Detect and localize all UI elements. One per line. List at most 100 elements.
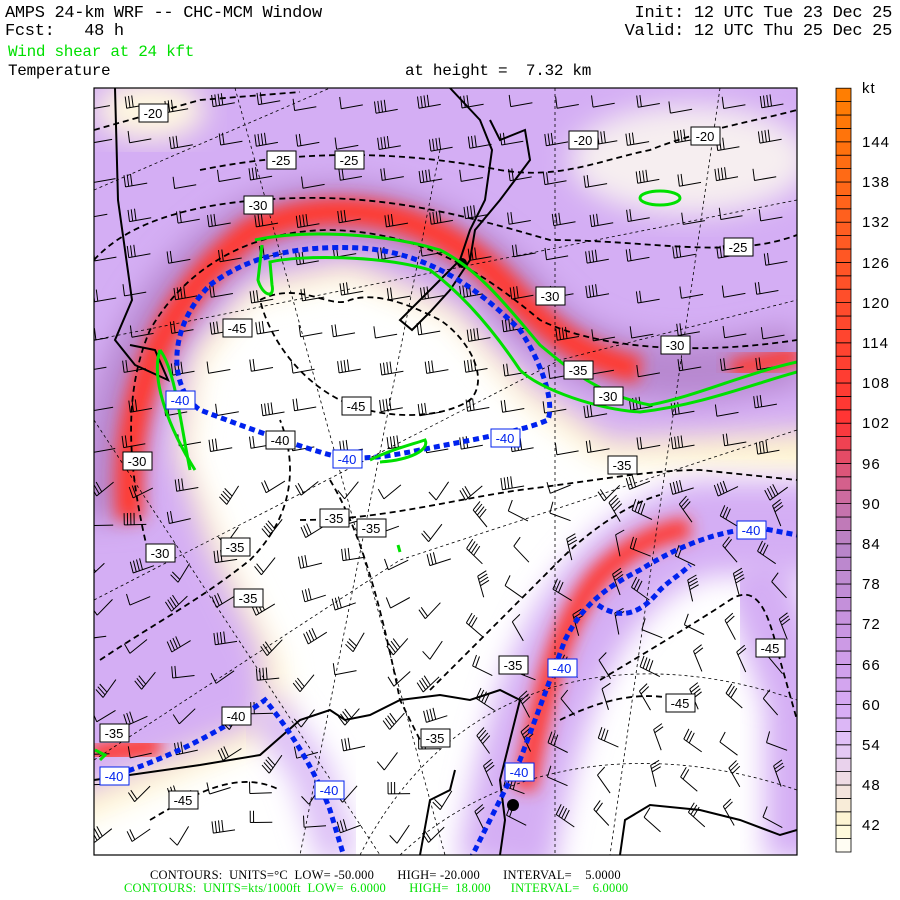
wind-barb <box>467 247 492 261</box>
wind-barb <box>303 627 328 645</box>
wind-barb <box>757 540 776 565</box>
wind-barb <box>459 436 483 450</box>
colorbar-cell <box>835 798 852 813</box>
colorbar-tick-label: 78 <box>862 576 881 594</box>
wind-barb <box>94 635 107 639</box>
colorbar-cell <box>835 355 852 371</box>
wind-barb <box>94 406 114 412</box>
wind-barb <box>722 433 747 447</box>
wind-barb <box>217 169 241 182</box>
chart-title: AMPS 24-km WRF -- CHC-MCM Window <box>5 4 322 23</box>
colorbar-cell <box>835 530 852 545</box>
wind-barb <box>428 137 453 152</box>
colorbar-cell <box>835 181 852 196</box>
wind-barb <box>459 284 483 299</box>
colorbar-cell <box>835 275 852 290</box>
wind-barb <box>338 168 362 181</box>
wind-barb <box>693 644 704 672</box>
wind-barb <box>585 284 610 299</box>
wind-barb <box>295 481 319 496</box>
wind-barb <box>426 552 451 567</box>
wind-barb <box>94 562 105 574</box>
wind-barb <box>758 209 783 222</box>
wind-barb <box>546 765 568 787</box>
colorbar-cell <box>835 114 852 129</box>
contour-label: -30 <box>535 286 566 306</box>
wind-barb <box>382 712 405 730</box>
wind-barb <box>176 210 200 224</box>
contour-label: -20 <box>138 103 169 123</box>
wind-barb <box>593 800 610 826</box>
wind-barb <box>475 687 495 711</box>
wind-barb <box>719 358 744 371</box>
contour-label: -30 <box>593 386 624 406</box>
colorbar-cell <box>835 168 852 183</box>
wind-barb <box>169 135 193 150</box>
wind-barb <box>166 511 191 524</box>
contour-label: -40 <box>265 430 296 450</box>
contour-label: -20 <box>568 130 599 150</box>
colorbar-cell <box>835 650 852 665</box>
forecast-hour: Fcst: 48 h <box>5 22 124 41</box>
contour-label: -35 <box>319 508 350 528</box>
contour-label-text: -35 <box>504 658 523 673</box>
wind-barb <box>300 523 325 539</box>
wind-barb <box>386 287 411 301</box>
contour-label: -20 <box>690 126 721 146</box>
wind-barb <box>164 594 188 612</box>
wind-barb <box>472 654 493 677</box>
wind-barb <box>722 798 735 826</box>
colorbar-cell <box>835 556 852 572</box>
wind-barb <box>625 132 650 146</box>
wind-barb <box>766 731 788 751</box>
wind-barb <box>249 290 274 304</box>
wind-barb <box>166 636 191 653</box>
colorbar-cell <box>835 328 852 344</box>
contour-label: -25 <box>723 237 754 257</box>
wind-barb <box>629 326 654 339</box>
wind-barb <box>172 176 197 189</box>
colorbar-cell <box>835 570 852 585</box>
colorbar-cell <box>835 87 852 102</box>
wind-barb <box>301 176 325 189</box>
wind-barb <box>211 819 236 834</box>
wind-barb <box>583 175 608 188</box>
colorbar-cell <box>835 771 852 786</box>
wind-barb <box>687 802 706 828</box>
wind-barb <box>123 711 148 726</box>
wind-barb <box>122 284 147 297</box>
contour-label: -45 <box>222 318 253 338</box>
contour-label-text: -40 <box>553 661 572 676</box>
wind-barb <box>134 671 156 690</box>
wind-barb <box>641 618 663 639</box>
colorbar-tick-label: 114 <box>862 335 889 352</box>
wind-barb <box>95 679 117 698</box>
contour-label-text: -30 <box>666 338 685 353</box>
wind-barb <box>422 640 443 660</box>
contour-label-text: -30 <box>128 454 147 469</box>
wind-barb <box>759 94 784 109</box>
wind-barb <box>554 443 579 456</box>
wind-barb <box>771 572 787 599</box>
wind-barb <box>546 481 571 494</box>
wind-barb <box>94 213 108 218</box>
wind-barb <box>591 95 615 108</box>
wind-barb <box>345 632 365 653</box>
wind-barb <box>467 135 492 149</box>
colorbar-tick-label: 42 <box>862 817 881 835</box>
wind-barb <box>676 323 700 336</box>
wind-barb <box>421 523 443 543</box>
contour-label-text: -40 <box>496 431 515 446</box>
contour-label: -35 <box>498 655 529 675</box>
contour-label-text: -35 <box>105 726 124 741</box>
wind-barb <box>417 94 441 109</box>
colorbar-tick-label: 54 <box>862 737 881 754</box>
wind-barb <box>218 249 242 263</box>
wind-barb <box>509 286 534 300</box>
init-time: Init: 12 UTC Tue 23 Dec 25 <box>634 4 893 23</box>
colorbar-tick-label: 72 <box>862 616 881 634</box>
wind-barb <box>585 440 610 453</box>
colorbar-cell <box>835 543 852 558</box>
